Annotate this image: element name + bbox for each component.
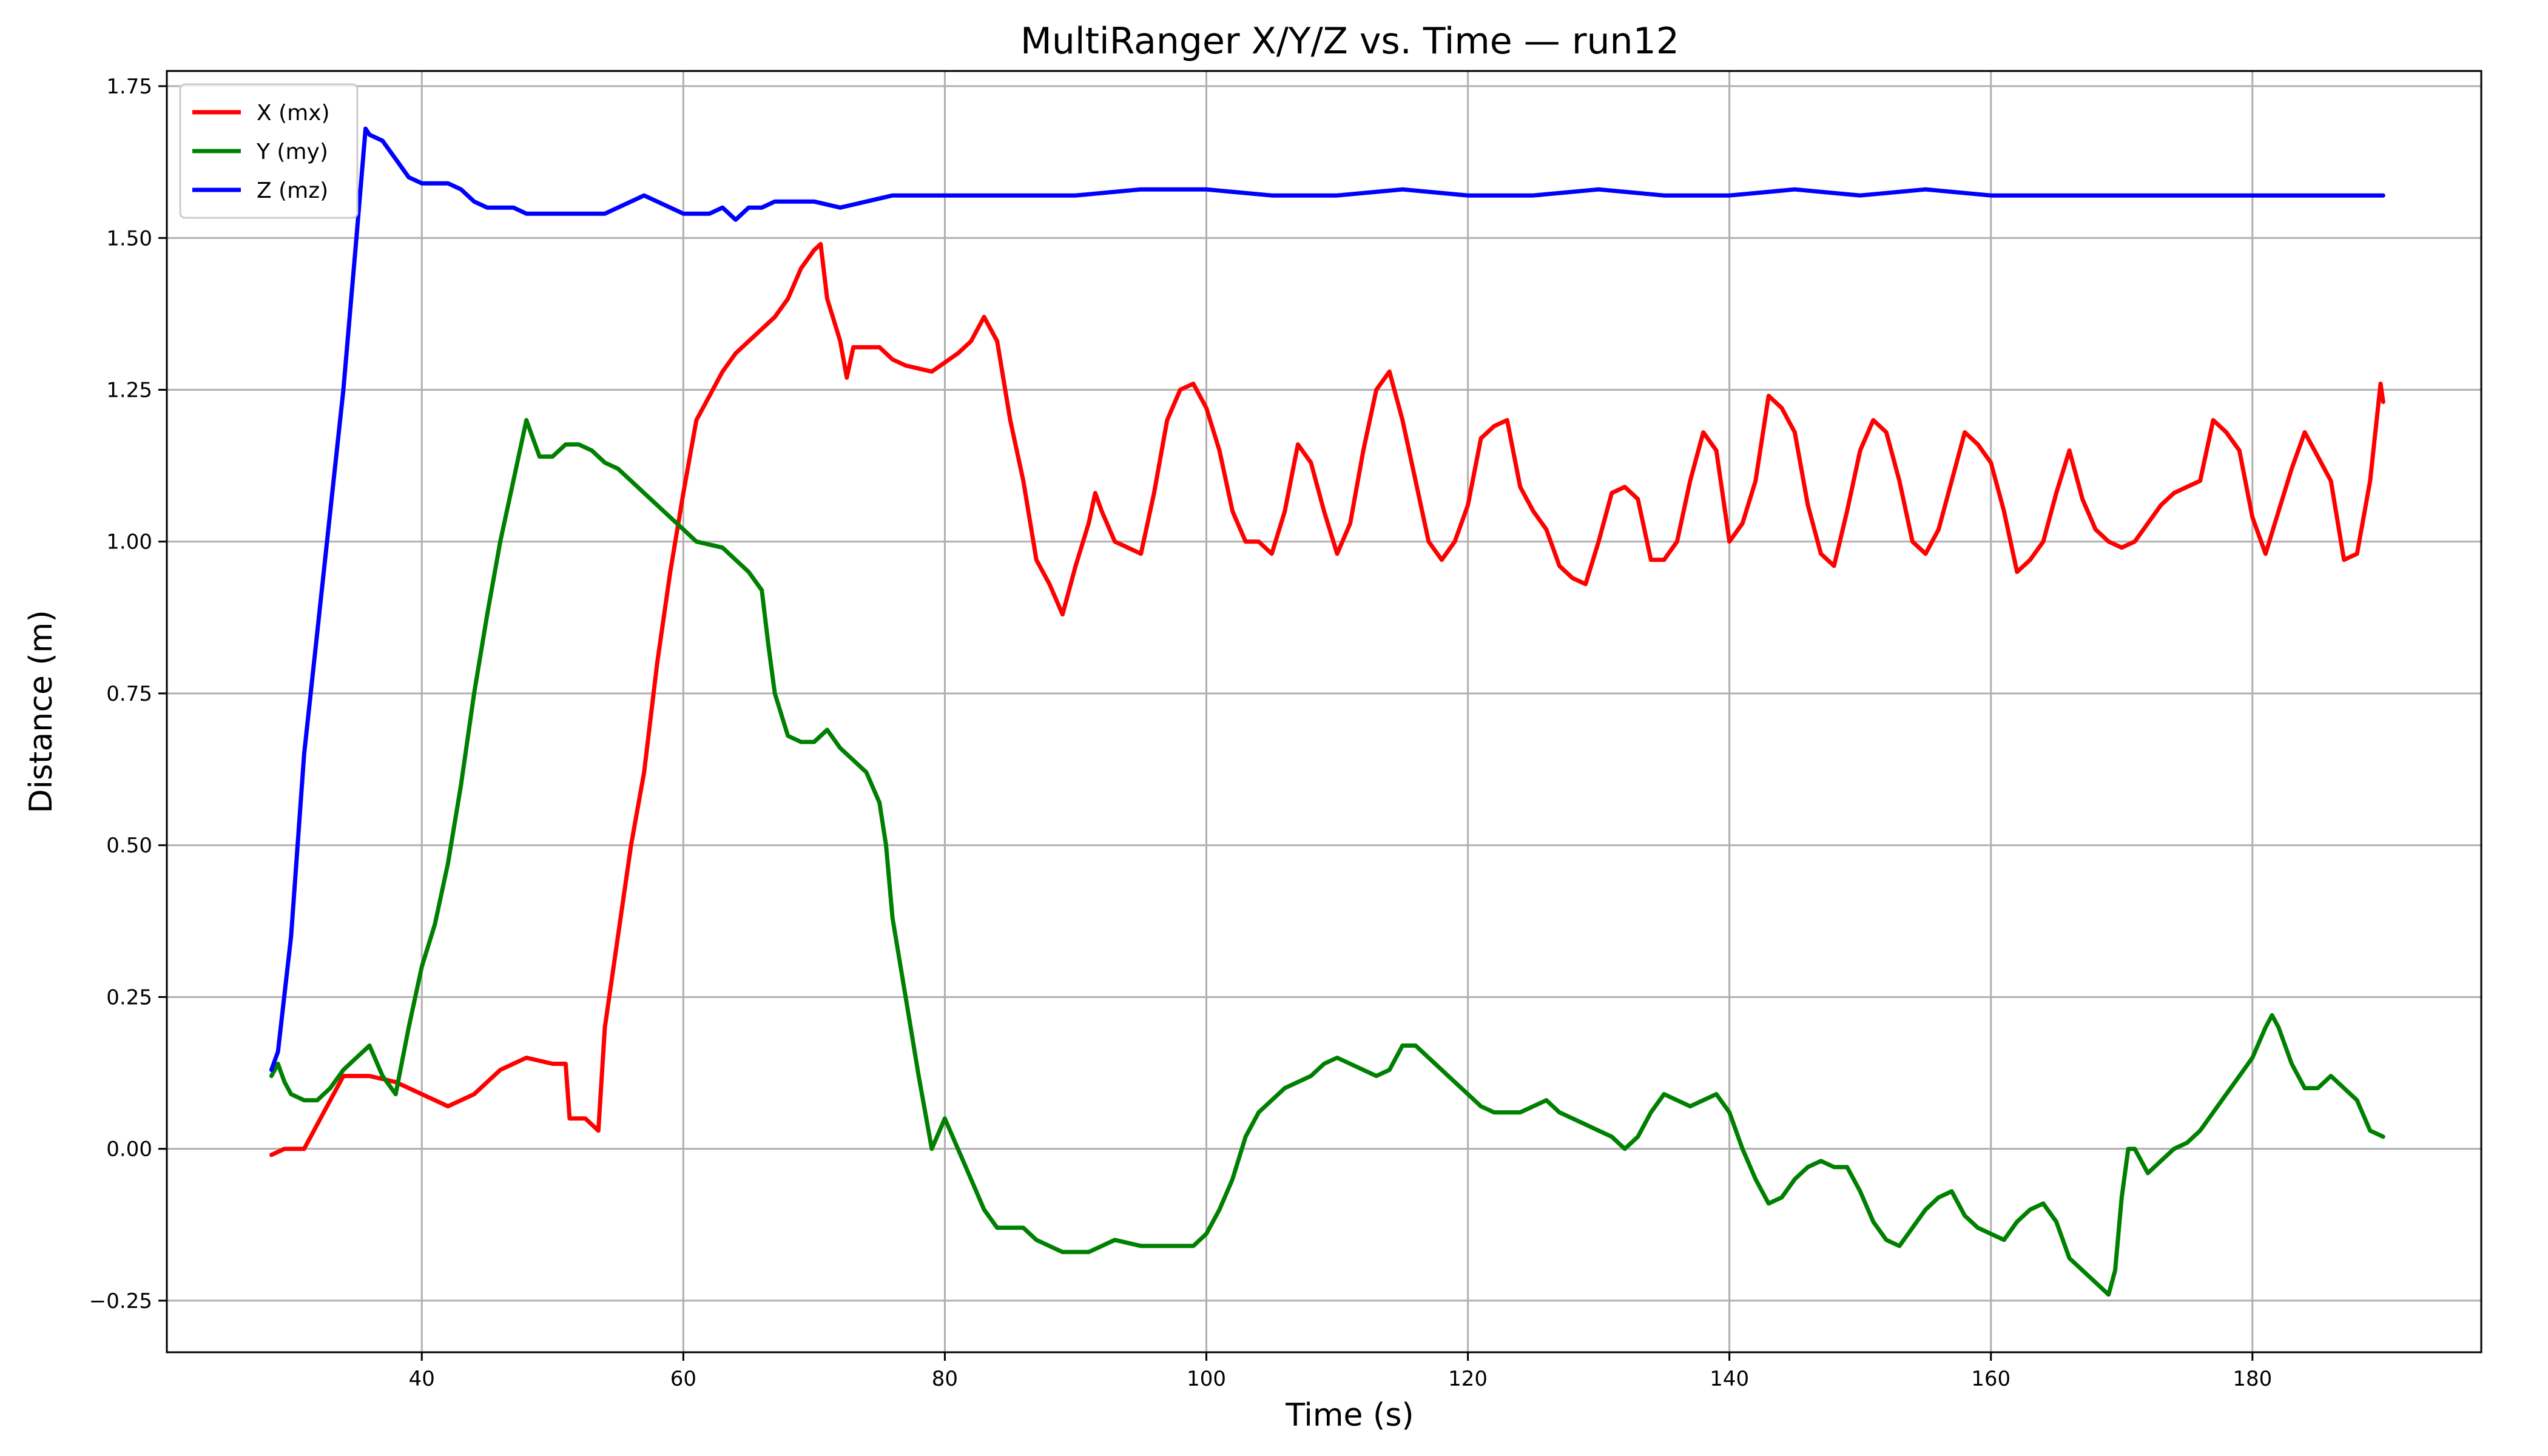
y-tick-label: 0.00 (106, 1138, 152, 1162)
x-tick-label: 100 (1187, 1367, 1226, 1391)
chart-title: MultiRanger X/Y/Z vs. Time — run12 (1020, 20, 1679, 62)
y-tick-label: 1.50 (106, 226, 152, 251)
ticks: 40 60 80 100 120 140 160 180 −0.25 0.00 0.25 0.50 0.… (89, 75, 2272, 1391)
y-tick-label: 0.25 (106, 985, 152, 1009)
legend-label: Y (my) (256, 140, 328, 164)
series-line-3 (269, 126, 2385, 1073)
x-tick-label: 80 (932, 1367, 958, 1391)
x-tick-label: 180 (2233, 1367, 2272, 1391)
x-axis-label: Time (s) (1285, 1397, 1414, 1434)
y-tick-label: 1.75 (106, 75, 152, 99)
x-tick-label: 120 (1448, 1367, 1488, 1391)
legend-label: X (mx) (257, 101, 330, 126)
y-tick-label: 0.50 (106, 834, 152, 858)
y-tick-label: 0.75 (106, 682, 152, 706)
y-axis-label: Distance (m) (23, 610, 59, 813)
legend-box (179, 83, 359, 219)
legend-label: Z (mz) (257, 178, 328, 203)
x-tick-label: 60 (670, 1367, 696, 1391)
y-tick-label: 1.00 (106, 530, 152, 554)
plot-frame (166, 70, 2482, 1353)
x-tick-label: 160 (1971, 1367, 2010, 1391)
y-tick-label: 1.25 (106, 378, 152, 402)
series-line-1 (269, 241, 2385, 1158)
legend: X (mx) Y (my) Z (mz) (179, 83, 359, 219)
series-line-2 (269, 418, 2385, 1297)
y-tick-label: −0.25 (89, 1289, 152, 1313)
series-layer (269, 126, 2385, 1297)
grid (167, 71, 2481, 1352)
x-tick-label: 40 (409, 1367, 435, 1391)
x-tick-label: 140 (1710, 1367, 1749, 1391)
